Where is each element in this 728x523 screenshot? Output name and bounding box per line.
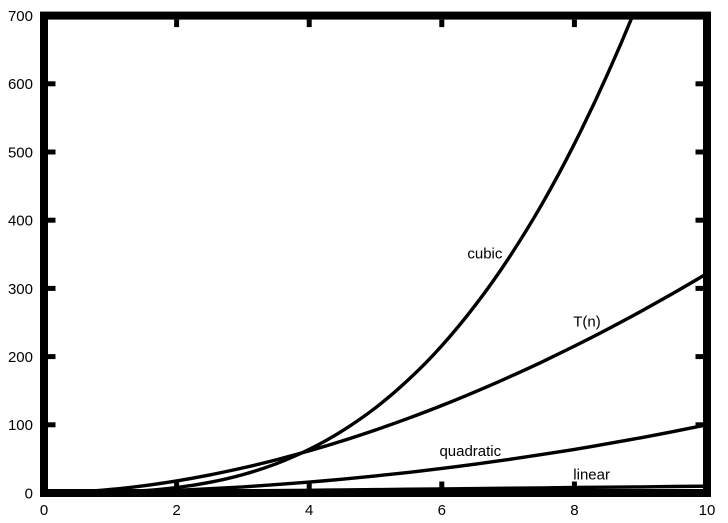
x-tick-label-6: 6 <box>438 502 446 519</box>
curve-tn <box>44 272 707 493</box>
curve-label-quadratic: quadratic <box>439 443 501 460</box>
y-tick-label-500: 500 <box>8 144 33 161</box>
curve-label-linear: linear <box>573 466 610 483</box>
x-tick-label-4: 4 <box>305 502 313 519</box>
plot-frame <box>40 11 711 497</box>
curve-label-cubic: cubic <box>467 245 503 262</box>
curve-linear <box>44 484 707 493</box>
y-tick-label-100: 100 <box>8 417 33 434</box>
plot-frame-group <box>40 11 711 497</box>
tick-marks-group <box>48 19 703 489</box>
x-tick-label-10: 10 <box>699 502 716 519</box>
x-tick-label-0: 0 <box>40 502 48 519</box>
y-tick-label-400: 400 <box>8 213 33 230</box>
y-tick-label-0: 0 <box>25 485 33 502</box>
y-tick-label-600: 600 <box>8 76 33 93</box>
y-tick-label-300: 300 <box>8 281 33 298</box>
x-tick-label-2: 2 <box>172 502 180 519</box>
curves-group <box>44 15 707 493</box>
x-tick-label-8: 8 <box>570 502 578 519</box>
y-tick-label-700: 700 <box>8 8 33 25</box>
curve-label-tn: T(n) <box>573 314 601 331</box>
y-tick-label-200: 200 <box>8 349 33 366</box>
curve-labels-group: cubic T(n) quadratic linear <box>439 245 610 483</box>
